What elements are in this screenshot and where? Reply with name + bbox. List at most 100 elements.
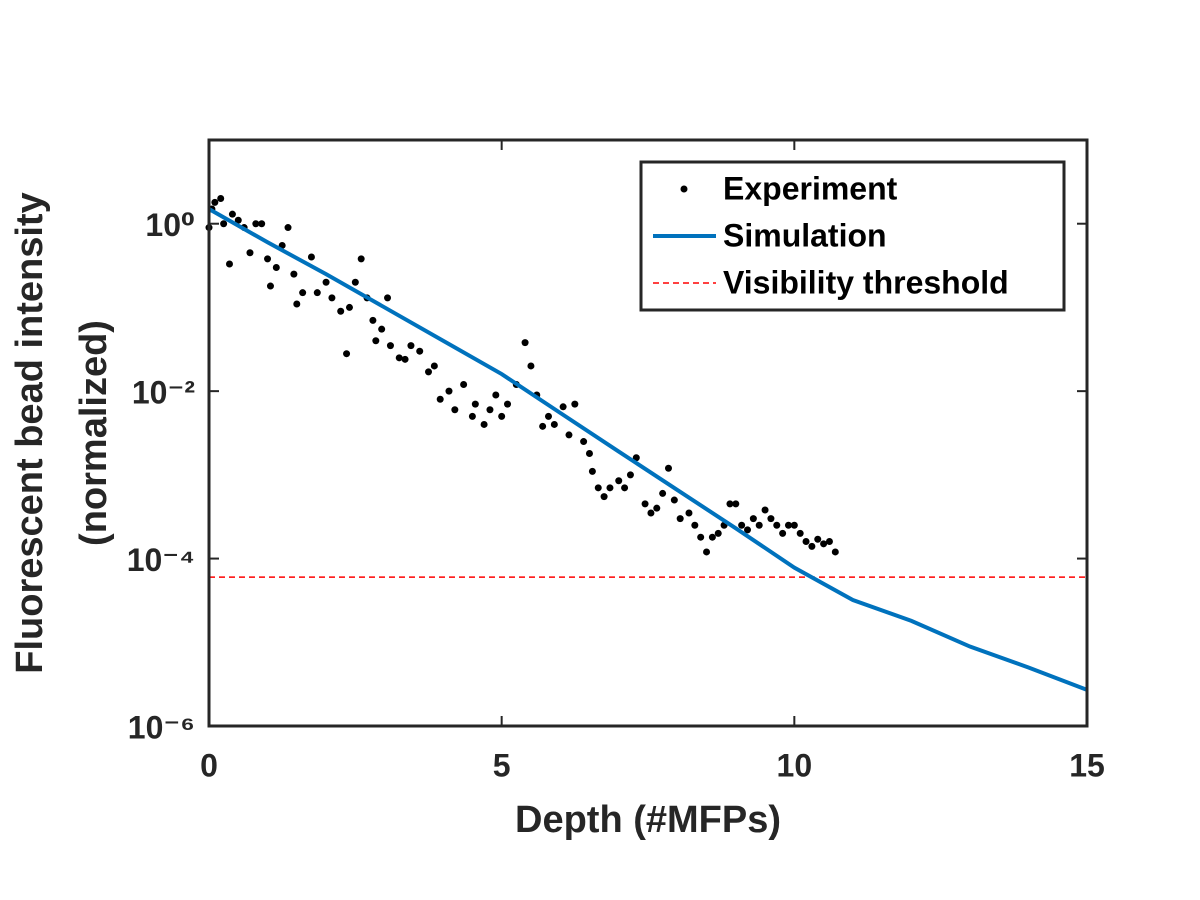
data-point bbox=[732, 500, 740, 508]
data-point bbox=[685, 509, 693, 517]
data-point bbox=[313, 289, 321, 297]
data-point bbox=[565, 431, 573, 439]
data-point bbox=[653, 504, 661, 512]
data-point bbox=[343, 350, 351, 358]
data-point bbox=[395, 354, 403, 362]
data-point bbox=[436, 395, 444, 403]
legend-label: Simulation bbox=[723, 217, 887, 253]
data-point bbox=[779, 529, 787, 537]
data-point bbox=[544, 412, 552, 420]
x-tick-label: 15 bbox=[1069, 747, 1105, 783]
data-point bbox=[293, 300, 301, 308]
x-axis-label: Depth (#MFPs) bbox=[515, 799, 781, 841]
data-point bbox=[676, 515, 684, 523]
data-point bbox=[641, 500, 649, 508]
data-point bbox=[697, 533, 705, 541]
data-point bbox=[559, 403, 567, 411]
data-point bbox=[761, 506, 769, 514]
data-point bbox=[486, 406, 494, 414]
data-point bbox=[430, 362, 438, 370]
data-point bbox=[626, 471, 634, 479]
data-point bbox=[407, 342, 415, 350]
legend-label: Experiment bbox=[723, 170, 898, 206]
data-point bbox=[322, 278, 330, 286]
data-point bbox=[266, 282, 274, 290]
y-tick-label: 10⁻² bbox=[132, 375, 195, 411]
y-tick-label: 10⁰ bbox=[145, 207, 195, 243]
data-point bbox=[401, 355, 409, 363]
data-point bbox=[521, 339, 529, 347]
data-point bbox=[539, 422, 547, 430]
data-point bbox=[498, 412, 506, 420]
data-point bbox=[588, 467, 596, 475]
data-point bbox=[773, 521, 781, 529]
data-point bbox=[691, 521, 699, 529]
data-point bbox=[621, 484, 629, 492]
data-point bbox=[755, 521, 763, 529]
x-tick-label: 0 bbox=[200, 747, 218, 783]
data-point bbox=[670, 496, 678, 504]
data-point bbox=[284, 224, 292, 232]
y-tick-label: 10⁻⁶ bbox=[128, 709, 195, 745]
data-point bbox=[228, 210, 236, 218]
data-point bbox=[272, 263, 280, 271]
data-point bbox=[264, 255, 272, 263]
legend-label: Visibility threshold bbox=[723, 264, 1009, 300]
data-point bbox=[659, 489, 667, 497]
data-point bbox=[808, 542, 816, 550]
data-point bbox=[369, 316, 377, 324]
data-point bbox=[471, 400, 479, 408]
data-point bbox=[708, 533, 716, 541]
data-point bbox=[246, 249, 254, 257]
x-tick-label: 5 bbox=[493, 747, 511, 783]
data-point bbox=[504, 400, 512, 408]
data-point bbox=[451, 406, 459, 414]
data-point bbox=[234, 216, 242, 224]
data-point bbox=[527, 362, 535, 370]
data-point bbox=[378, 325, 386, 333]
data-point bbox=[664, 464, 672, 472]
data-point bbox=[820, 540, 828, 548]
data-point bbox=[647, 509, 655, 517]
data-point bbox=[550, 420, 558, 428]
data-point bbox=[328, 294, 336, 302]
data-point bbox=[217, 195, 225, 203]
data-point bbox=[784, 521, 792, 529]
data-point bbox=[571, 400, 579, 408]
data-point bbox=[738, 521, 746, 529]
data-point bbox=[480, 420, 488, 428]
data-point bbox=[600, 493, 608, 501]
data-point bbox=[790, 521, 798, 529]
data-point bbox=[258, 220, 266, 228]
data-point bbox=[580, 438, 588, 446]
data-point bbox=[749, 515, 757, 523]
data-point bbox=[767, 515, 775, 523]
data-point bbox=[831, 548, 839, 556]
data-point bbox=[703, 548, 711, 556]
data-point bbox=[796, 529, 804, 537]
data-point bbox=[357, 255, 365, 263]
data-point bbox=[460, 381, 468, 389]
plot-frame bbox=[207, 138, 1089, 728]
line bbox=[208, 207, 1088, 692]
data-point bbox=[416, 347, 424, 355]
data-point bbox=[468, 412, 476, 420]
data-point bbox=[220, 220, 228, 228]
data-point bbox=[351, 278, 359, 286]
y-axis-label: Fluorescent bead intensity bbox=[9, 192, 51, 673]
data-point bbox=[814, 535, 822, 543]
data-point bbox=[307, 253, 315, 261]
data-point bbox=[337, 307, 345, 315]
data-point bbox=[445, 387, 453, 395]
data-point bbox=[594, 484, 602, 492]
legend-marker bbox=[680, 185, 688, 193]
data-point bbox=[211, 198, 219, 206]
data-point bbox=[252, 220, 260, 228]
data-point bbox=[299, 289, 307, 297]
data-point bbox=[425, 368, 432, 376]
data-point bbox=[714, 529, 722, 537]
data-point bbox=[726, 500, 734, 508]
data-point bbox=[386, 342, 394, 350]
y-axis-label: (normalized) bbox=[73, 320, 115, 546]
